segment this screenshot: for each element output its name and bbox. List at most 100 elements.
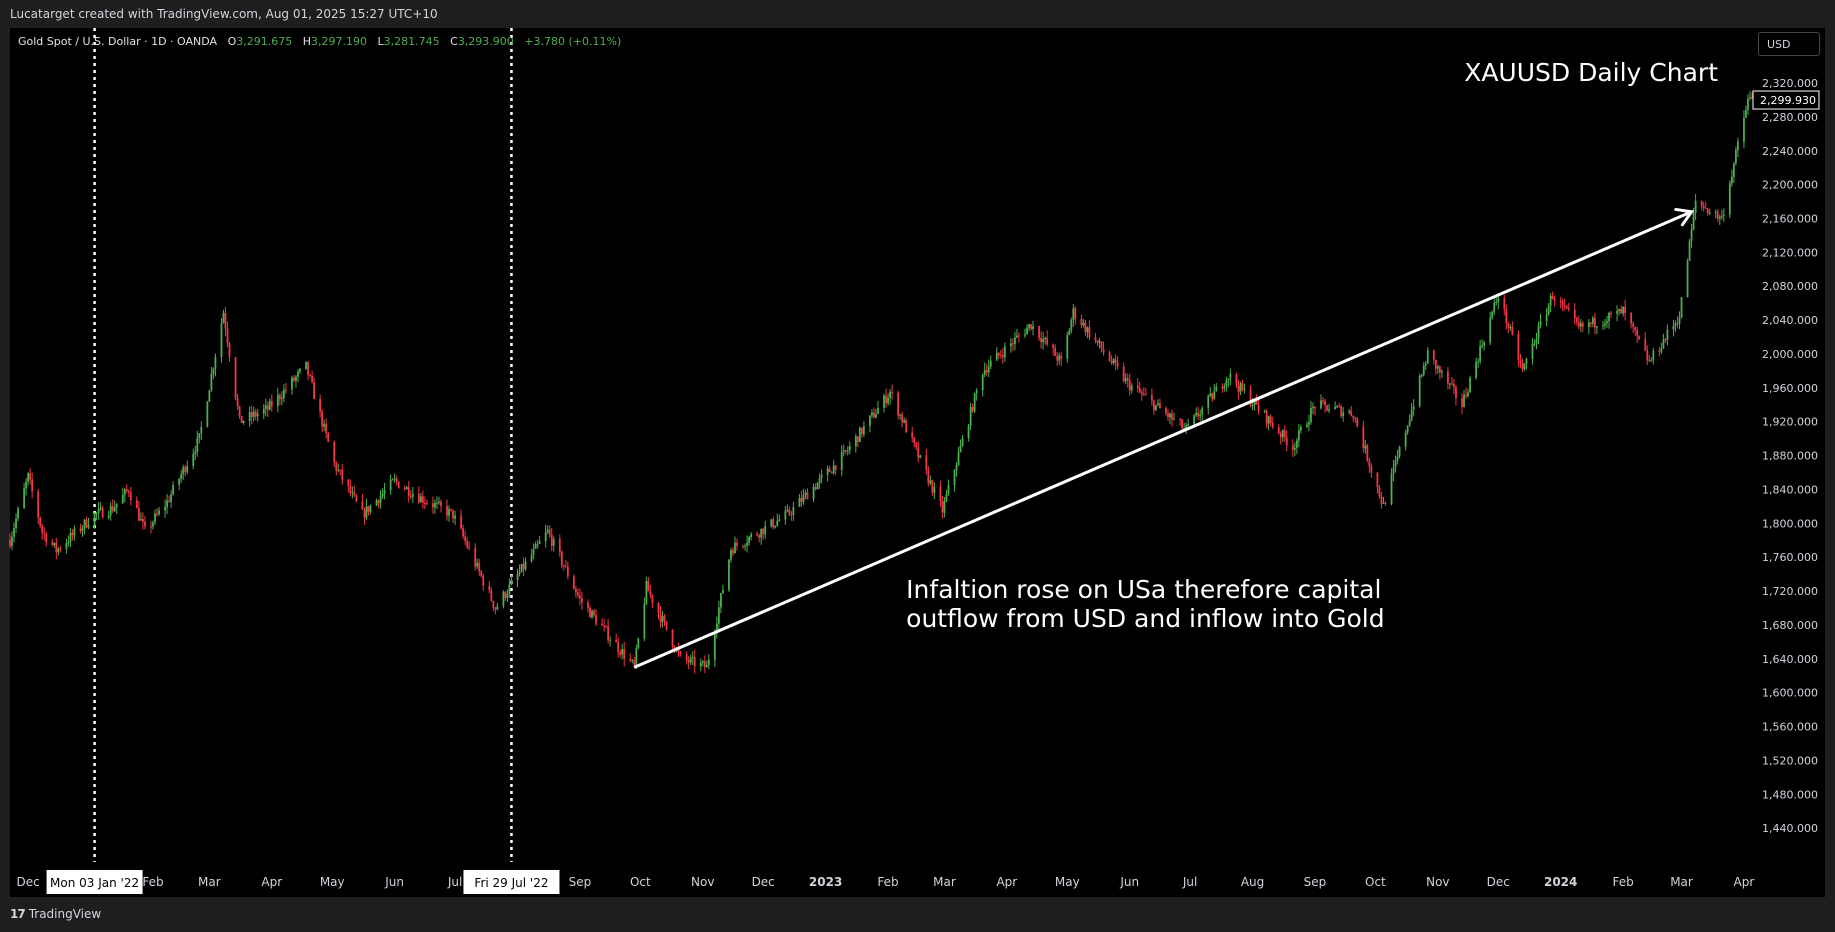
top-caption-bar: Lucatarget created with TradingView.com,… xyxy=(0,0,1835,28)
candle-body-222 xyxy=(633,660,636,665)
candle-body-96 xyxy=(278,395,281,400)
candle-body-462 xyxy=(1310,408,1312,423)
candle-body-297 xyxy=(844,450,847,452)
candle-body-507 xyxy=(1436,366,1439,369)
candle-body-47 xyxy=(140,518,142,521)
tradingview-logo[interactable]: 𝟭𝟳 TradingView xyxy=(10,907,101,921)
candle-body-324 xyxy=(919,455,922,458)
symbol-legend[interactable]: Gold Spot / U.S. Dollar · 1D · OANDA O3,… xyxy=(18,35,621,48)
candle-body-605 xyxy=(1714,211,1717,213)
candle-body-432 xyxy=(1225,380,1228,387)
candle-body-333 xyxy=(945,494,948,501)
candle-body-286 xyxy=(814,487,817,490)
candle-body-496 xyxy=(1406,425,1409,433)
candle-body-466 xyxy=(1322,400,1324,402)
candle-body-198 xyxy=(564,566,567,568)
candle-body-66 xyxy=(194,451,197,454)
candle-body-485 xyxy=(1376,472,1379,488)
candle-body-347 xyxy=(985,370,988,373)
candle-body-251 xyxy=(715,623,718,634)
candle-body-95 xyxy=(276,395,279,407)
candle-body-43 xyxy=(127,491,130,493)
candle-body-283 xyxy=(804,492,807,496)
candle-body-269 xyxy=(764,525,767,535)
candle-body-368 xyxy=(1044,337,1047,340)
candle-body-519 xyxy=(1469,377,1471,393)
y-tick-label-12: 1,920.000 xyxy=(1762,416,1818,429)
open-value: 3,291.675 xyxy=(236,35,293,48)
candle-body-398 xyxy=(1128,380,1131,391)
candle-body-366 xyxy=(1040,337,1043,343)
candle-body-303 xyxy=(860,427,863,435)
x-tick-label-0: Dec xyxy=(17,875,40,889)
candle-body-12 xyxy=(41,525,44,533)
candle-body-184 xyxy=(524,561,527,570)
candle-body-392 xyxy=(1112,359,1115,364)
candle-body-86 xyxy=(250,412,253,418)
candle-body-556 xyxy=(1575,317,1578,323)
x-tick-label-24: Feb xyxy=(1612,875,1633,889)
candle-body-22 xyxy=(69,533,72,543)
candle-body-242 xyxy=(689,657,692,663)
symbol-name[interactable]: Gold Spot / U.S. Dollar · 1D · OANDA xyxy=(18,35,218,48)
candle-body-541 xyxy=(1533,343,1536,345)
candle-body-89 xyxy=(256,413,259,417)
candle-body-502 xyxy=(1422,365,1425,375)
x-tick-label-26: Apr xyxy=(1734,875,1755,889)
currency-button[interactable]: USD xyxy=(1758,32,1820,56)
y-tick-label-6: 1,680.000 xyxy=(1762,619,1818,632)
candle-body-417 xyxy=(1183,428,1185,430)
candle-body-206 xyxy=(589,607,591,618)
candle-body-136 xyxy=(391,479,394,481)
candle-body-354 xyxy=(1003,346,1006,358)
y-tick-label-1: 1,480.000 xyxy=(1762,788,1818,801)
candle-body-353 xyxy=(1001,355,1004,358)
candle-body-262 xyxy=(746,542,748,546)
y-tick-label-20: 2,240.000 xyxy=(1762,145,1818,158)
candle-body-145 xyxy=(417,493,420,503)
candle-body-555 xyxy=(1573,309,1576,318)
candle-body-54 xyxy=(158,510,160,515)
candle-body-593 xyxy=(1678,317,1681,324)
candle-body-170 xyxy=(488,585,491,591)
candle-body-282 xyxy=(802,495,805,502)
candle-body-332 xyxy=(943,500,946,513)
candle-body-415 xyxy=(1179,418,1181,420)
footer-bar: 𝟭𝟳 TradingView xyxy=(0,897,1835,932)
candle-body-33 xyxy=(99,507,102,509)
candle-body-500 xyxy=(1418,375,1421,407)
candle-body-147 xyxy=(421,496,424,503)
x-tick-label-12: Feb xyxy=(877,875,898,889)
candle-body-576 xyxy=(1632,323,1635,327)
high-value: 3,297.190 xyxy=(311,35,367,48)
x-axis: Dec Feb Mar Apr May Jun Jul Sep Oct Nov Dec 2023 Feb… xyxy=(17,870,1755,894)
candle-body-21 xyxy=(67,542,70,544)
candle-body-87 xyxy=(252,411,255,418)
candle-body-90 xyxy=(262,408,265,414)
candle-body-361 xyxy=(1026,327,1028,335)
candle-body-195 xyxy=(558,538,561,552)
candle-body-557 xyxy=(1577,322,1580,327)
candle-body-443 xyxy=(1255,399,1258,405)
candle-body-447 xyxy=(1267,416,1270,424)
candle-body-494 xyxy=(1398,446,1401,457)
candle-body-34 xyxy=(101,507,104,518)
candle-body-7 xyxy=(27,473,30,482)
candle-body-98 xyxy=(282,389,285,399)
candle-body-520 xyxy=(1475,361,1477,378)
close-label: C xyxy=(450,35,458,48)
candle-body-10 xyxy=(37,491,40,518)
chart-panel[interactable] xyxy=(10,28,1825,897)
candle-body-106 xyxy=(307,361,309,375)
candle-body-92 xyxy=(266,405,269,410)
candle-body-29 xyxy=(87,525,90,528)
candle-body-416 xyxy=(1181,419,1183,429)
candle-body-330 xyxy=(939,487,942,502)
candle-body-247 xyxy=(703,661,706,668)
candle-body-8 xyxy=(29,473,32,480)
candle-body-27 xyxy=(83,519,86,529)
candle-body-423 xyxy=(1199,414,1202,417)
candle-body-227 xyxy=(647,580,650,592)
candle-body-539 xyxy=(1525,358,1528,364)
